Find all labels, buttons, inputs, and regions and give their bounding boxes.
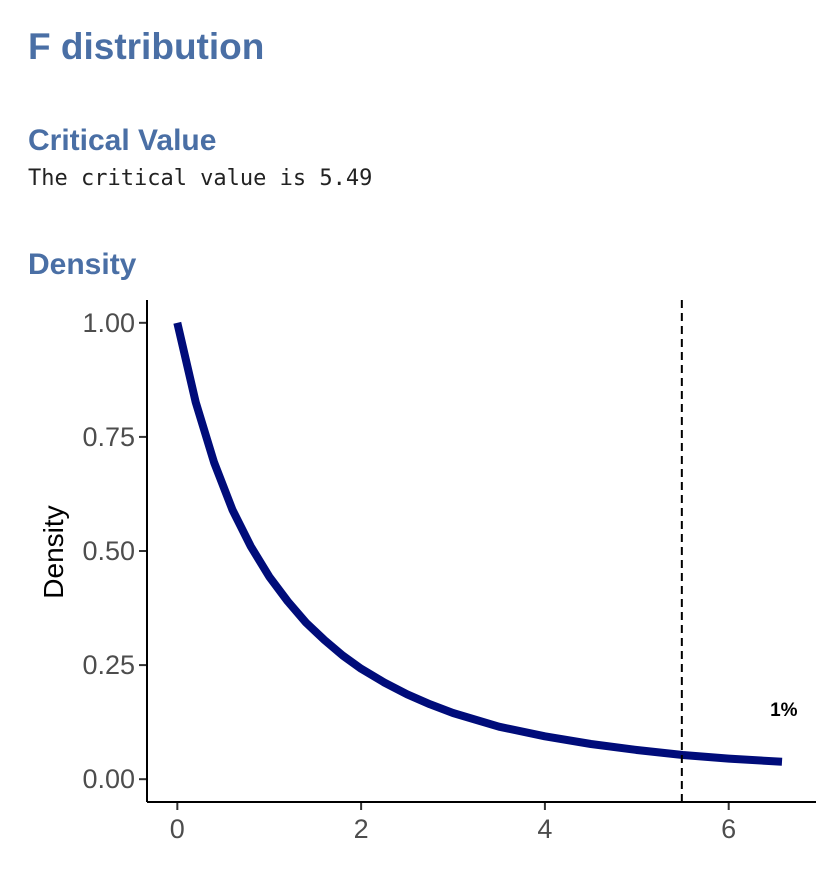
annotation-layer: 1% [770,700,798,721]
y-tick-label: 1.00 [82,308,135,338]
y-tick-label: 0.50 [82,536,135,566]
x-tick-label: 0 [170,814,185,844]
x-tick-label: 2 [354,814,369,844]
y-tick-label: 0.00 [82,764,135,794]
page-title: F distribution [28,26,265,67]
critical-value-text: The critical value is 5.49 [28,166,373,191]
y-tick-label: 0.75 [82,422,135,452]
y-axis-ticks: 0.00 0.25 0.50 0.75 1.00 [82,308,147,794]
density-heading: Density [28,248,137,281]
x-tick-label: 6 [721,814,736,844]
x-axis-ticks: 0 2 4 6 [170,802,736,844]
y-tick-label: 0.25 [82,650,135,680]
x-tick-label: 4 [537,814,552,844]
y-axis-title: Density [38,505,69,598]
density-chart: 0.00 0.25 0.50 0.75 1.00 0 2 4 6 1% Density [38,300,816,844]
series-layer [173,321,783,766]
tail-percent-label: 1% [770,700,798,721]
critical-value-heading: Critical Value [28,124,217,157]
density-curve [173,321,783,766]
